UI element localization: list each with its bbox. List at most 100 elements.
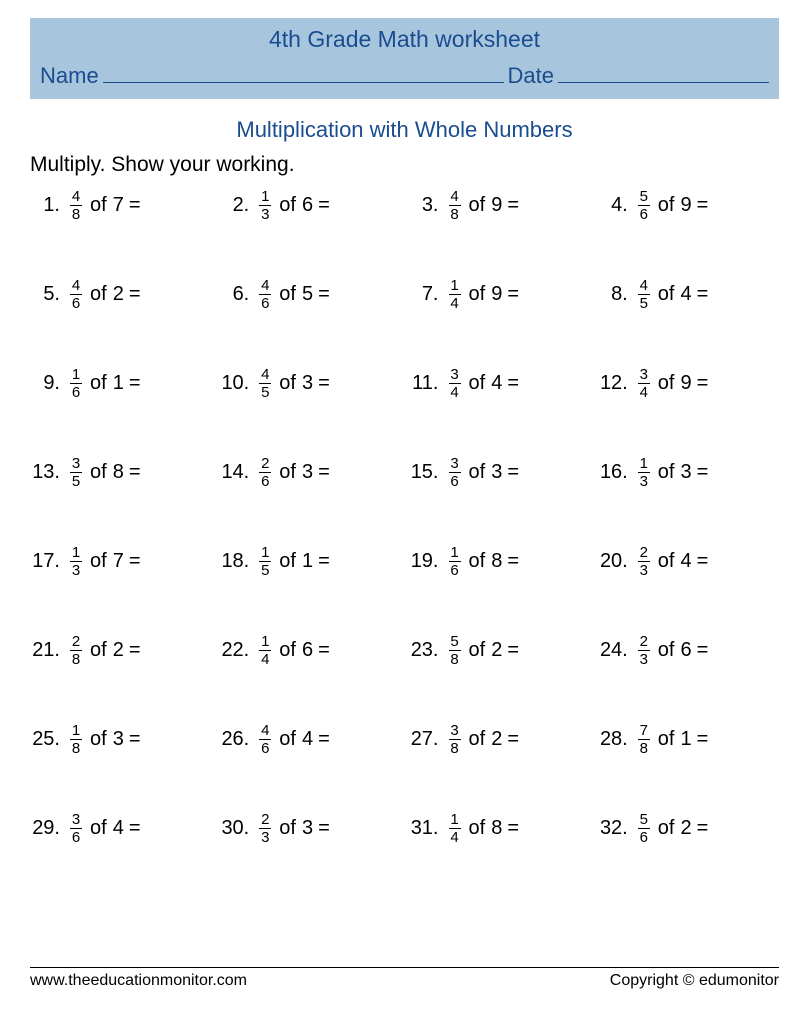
fraction-numerator: 4 [640,278,648,294]
problem-number: 29. [30,817,60,840]
equals-sign: = [697,194,709,217]
problem-number: 22. [219,639,249,662]
of-word: of [658,550,675,573]
fraction-denominator: 8 [72,651,80,667]
of-word: of [279,372,296,395]
fraction-numerator: 5 [640,189,648,205]
problem-number: 31. [409,817,439,840]
problem-item: 9.16of1= [30,367,211,400]
fraction: 15 [259,545,271,578]
fraction: 36 [449,456,461,489]
whole-number: 4 [680,283,691,306]
whole-number: 8 [491,550,502,573]
problem-number: 4. [598,194,628,217]
equals-sign: = [129,817,141,840]
fraction-denominator: 4 [450,829,458,845]
problem-item: 23.58of2= [409,634,590,667]
fraction-denominator: 6 [261,473,269,489]
fraction: 46 [259,278,271,311]
fraction-numerator: 1 [450,812,458,828]
fraction-denominator: 6 [640,829,648,845]
of-word: of [658,372,675,395]
worksheet-page: 4th Grade Math worksheet Name Date Multi… [0,0,809,845]
fraction: 18 [70,723,82,756]
fraction-numerator: 3 [72,812,80,828]
problem-number: 7. [409,283,439,306]
fraction-denominator: 6 [72,829,80,845]
fraction: 34 [449,367,461,400]
fraction-numerator: 1 [261,189,269,205]
fraction: 38 [449,723,461,756]
problem-number: 3. [409,194,439,217]
fraction: 23 [259,812,271,845]
problem-item: 25.18of3= [30,723,211,756]
whole-number: 3 [113,728,124,751]
fraction-numerator: 4 [261,723,269,739]
name-input-line[interactable] [103,59,504,83]
whole-number: 9 [680,194,691,217]
of-word: of [279,461,296,484]
problem-item: 27.38of2= [409,723,590,756]
date-input-line[interactable] [558,59,769,83]
of-word: of [90,550,107,573]
problem-number: 9. [30,372,60,395]
fraction-denominator: 3 [640,473,648,489]
whole-number: 2 [491,728,502,751]
of-word: of [90,283,107,306]
fraction-denominator: 4 [640,384,648,400]
fraction: 14 [259,634,271,667]
problem-number: 13. [30,461,60,484]
fraction: 23 [638,634,650,667]
fraction: 34 [638,367,650,400]
problem-item: 5.46of2= [30,278,211,311]
fraction-denominator: 8 [450,740,458,756]
equals-sign: = [697,550,709,573]
page-footer: www.theeducationmonitor.com Copyright © … [30,967,779,990]
equals-sign: = [697,461,709,484]
problem-number: 16. [598,461,628,484]
equals-sign: = [507,817,519,840]
problem-number: 23. [409,639,439,662]
fraction: 56 [638,189,650,222]
fraction: 13 [259,189,271,222]
fraction-numerator: 2 [640,545,648,561]
fraction: 16 [449,545,461,578]
problem-item: 2.13of6= [219,189,400,222]
fraction: 46 [259,723,271,756]
fraction-numerator: 4 [261,278,269,294]
problem-item: 4.56of9= [598,189,779,222]
equals-sign: = [507,550,519,573]
problem-number: 6. [219,283,249,306]
equals-sign: = [697,728,709,751]
whole-number: 3 [302,372,313,395]
fraction-numerator: 4 [261,367,269,383]
problem-item: 7.14of9= [409,278,590,311]
equals-sign: = [129,283,141,306]
instruction-text: Multiply. Show your working. [30,153,779,177]
whole-number: 2 [491,639,502,662]
problem-item: 20.23of4= [598,545,779,578]
whole-number: 7 [113,550,124,573]
equals-sign: = [507,728,519,751]
of-word: of [279,283,296,306]
fraction-denominator: 6 [450,473,458,489]
problem-number: 15. [409,461,439,484]
problem-item: 24.23of6= [598,634,779,667]
problem-number: 32. [598,817,628,840]
fraction-denominator: 5 [261,384,269,400]
whole-number: 1 [302,550,313,573]
problem-number: 17. [30,550,60,573]
equals-sign: = [318,372,330,395]
of-word: of [90,817,107,840]
problem-item: 3.48of9= [409,189,590,222]
fraction-denominator: 5 [261,562,269,578]
fraction-numerator: 1 [261,634,269,650]
equals-sign: = [697,639,709,662]
equals-sign: = [129,550,141,573]
fraction-numerator: 3 [450,456,458,472]
equals-sign: = [318,817,330,840]
whole-number: 9 [680,372,691,395]
of-word: of [469,728,486,751]
page-title: 4th Grade Math worksheet [40,26,769,53]
fraction: 28 [70,634,82,667]
